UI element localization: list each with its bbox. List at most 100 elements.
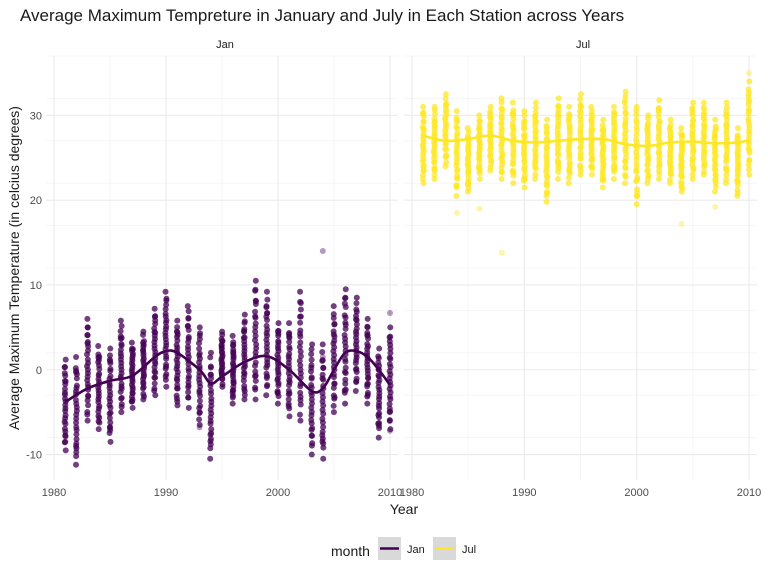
- point-jan-2006: [341, 387, 348, 394]
- point-jul-1995: [577, 96, 584, 103]
- point-jan-1999: [263, 383, 270, 390]
- point-jan-1981: [62, 356, 69, 363]
- point-jan-2006: [341, 300, 348, 307]
- point-jul-1982: [431, 164, 438, 171]
- point-jan-2004: [319, 406, 326, 413]
- point-jul-1991: [532, 171, 539, 178]
- point-jan-2001: [285, 396, 292, 403]
- point-jul-2007: [712, 116, 719, 123]
- point-jan-1983: [85, 347, 92, 354]
- point-jan-2006: [342, 286, 349, 293]
- point-jan-1990: [162, 288, 169, 295]
- point-jan-2005: [331, 380, 338, 387]
- point-jan-1994: [208, 426, 215, 433]
- point-jan-1984: [95, 343, 102, 350]
- point-jul-1989: [510, 180, 517, 187]
- point-jan-2001: [286, 413, 293, 420]
- point-jan-2008: [364, 380, 371, 387]
- point-jul-2004: [678, 130, 685, 137]
- point-jan-1983: [85, 402, 92, 409]
- points-jan: [61, 248, 394, 468]
- point-jan-1991: [174, 324, 181, 331]
- point-jul-1998: [611, 109, 618, 116]
- point-jul-2008: [723, 121, 730, 128]
- point-jul-1994: [565, 174, 572, 181]
- point-jul-1990: [521, 112, 528, 119]
- point-jan-1986: [117, 328, 124, 335]
- point-jul-1995: [577, 162, 584, 169]
- point-jul-1999: [622, 180, 629, 187]
- point-jul-2006: [700, 104, 707, 111]
- smooth-line-jan: [64, 349, 392, 404]
- facet-panel-jan: Jan: [46, 39, 398, 480]
- point-jan-1998: [252, 328, 259, 335]
- point-jan-2010: [386, 400, 393, 407]
- point-jul-1988: [498, 124, 505, 131]
- point-jan-1986: [118, 401, 125, 408]
- point-jul-1988: [498, 175, 505, 182]
- y-axis-ticks: -10 0 10 20 30: [26, 110, 42, 461]
- point-jul-1994: [566, 103, 573, 110]
- point-jan-1989: [152, 374, 159, 381]
- x-tick-label-jan: 1990: [154, 487, 178, 499]
- point-jul-1990: [521, 118, 528, 125]
- point-jan-1997: [241, 334, 248, 341]
- point-jan-2010: [386, 417, 393, 424]
- point-jul-1991: [532, 175, 539, 182]
- point-jul-2008: [723, 164, 730, 171]
- point-jul-1983: [442, 95, 449, 102]
- outlier-point-jan-2004: [319, 248, 326, 255]
- point-jan-2007: [353, 365, 360, 372]
- point-jan-1985: [106, 415, 113, 422]
- point-jul-1987: [487, 103, 494, 110]
- point-jan-2006: [341, 312, 348, 319]
- point-jan-2001: [285, 400, 292, 407]
- point-jul-1999: [622, 93, 629, 100]
- chart-title: Average Maximum Tempreture in January an…: [20, 6, 624, 25]
- point-jan-1998: [252, 377, 259, 384]
- point-jan-1990: [163, 361, 170, 368]
- point-jul-1984: [454, 172, 461, 179]
- point-jan-1983: [84, 356, 91, 363]
- point-jan-1999: [263, 322, 270, 329]
- point-jan-1984: [96, 419, 103, 426]
- point-jan-1997: [241, 369, 248, 376]
- point-jan-2010: [387, 333, 394, 340]
- point-jan-1996: [229, 332, 236, 339]
- point-jan-1982: [72, 397, 79, 404]
- point-jul-2000: [633, 186, 640, 193]
- point-jul-1984: [453, 123, 460, 130]
- point-jan-1988: [141, 338, 148, 345]
- point-jan-1981: [61, 377, 68, 384]
- point-jan-1984: [95, 351, 102, 358]
- outlier-point-jan-2004: [319, 354, 326, 361]
- point-jan-2002: [297, 327, 304, 334]
- legend-label-jan: Jan: [407, 544, 425, 556]
- point-jan-2008: [364, 315, 371, 322]
- point-jan-1993: [197, 330, 204, 337]
- point-jan-2002: [297, 298, 304, 305]
- point-jan-2004: [319, 357, 326, 364]
- point-jul-2000: [633, 160, 640, 167]
- point-jul-1989: [510, 107, 517, 114]
- point-jan-2008: [364, 389, 371, 396]
- point-jul-2006: [701, 110, 708, 117]
- point-jul-2010: [746, 171, 753, 178]
- y-tick-label: 30: [30, 110, 42, 122]
- point-jan-1982: [73, 436, 80, 443]
- point-jan-2003: [309, 425, 316, 432]
- point-jul-1991: [532, 104, 539, 111]
- point-jan-1999: [264, 310, 271, 317]
- point-jan-2006: [342, 356, 349, 363]
- point-jan-2002: [297, 306, 304, 313]
- outlier-point-jul-2010: [746, 69, 752, 76]
- x-tick-label-jan: 2000: [266, 487, 290, 499]
- point-jan-1999: [264, 296, 271, 303]
- point-jul-1995: [577, 101, 584, 108]
- point-jan-2004: [319, 348, 326, 355]
- point-jan-1996: [230, 339, 237, 346]
- point-jul-2002: [656, 118, 663, 125]
- point-jul-1995: [577, 149, 584, 156]
